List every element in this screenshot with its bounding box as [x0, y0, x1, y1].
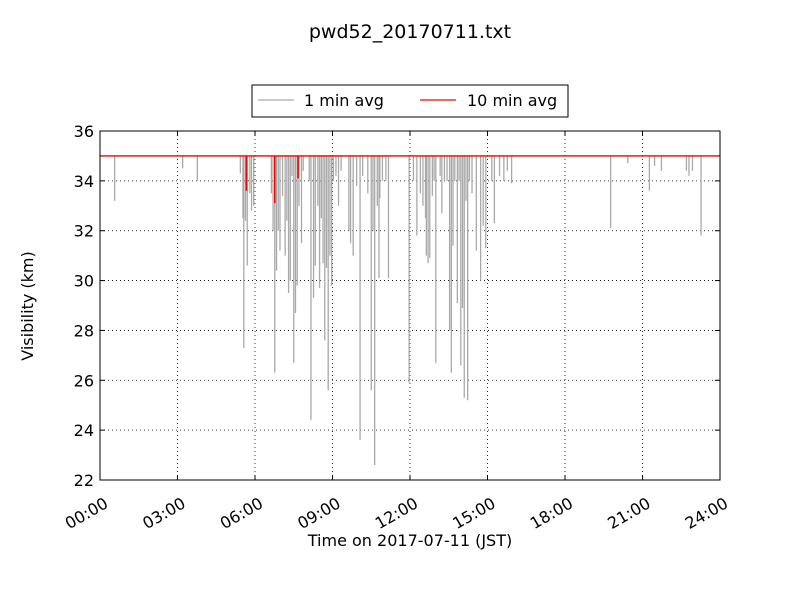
x-tick-label: 24:00	[682, 493, 731, 533]
x-tick-label: 00:00	[62, 493, 111, 533]
x-tick-label: 15:00	[449, 493, 498, 533]
y-tick-label: 32	[74, 222, 94, 241]
x-tick-label: 06:00	[217, 493, 266, 533]
series-group	[100, 155, 720, 466]
y-tick-label: 26	[74, 371, 94, 390]
x-axis-label: Time on 2017-07-11 (JST)	[307, 531, 512, 550]
plot-area	[100, 131, 720, 480]
x-tick-label: 18:00	[527, 493, 576, 533]
legend-box	[251, 84, 569, 118]
x-tick-label: 09:00	[294, 493, 343, 533]
y-tick-label: 34	[74, 172, 94, 191]
y-tick-label: 30	[74, 272, 94, 291]
y-axis-label: Visibility (km)	[18, 251, 37, 360]
y-tick-label: 28	[74, 321, 94, 340]
legend-label-1-min-avg: 1 min avg	[304, 91, 384, 110]
series-10-min-avg	[100, 155, 720, 204]
legend-label-10-min-avg: 10 min avg	[467, 91, 557, 110]
y-tick-label: 24	[74, 421, 94, 440]
x-tick-label: 03:00	[139, 493, 188, 533]
y-tick-label: 22	[74, 471, 94, 490]
y-tick-label: 36	[74, 122, 94, 141]
chart-title: pwd52_20170711.txt	[309, 21, 511, 43]
x-tick-label: 21:00	[604, 493, 653, 533]
x-tick-label: 12:00	[372, 493, 421, 533]
legend: 1 min avg 10 min avg	[251, 84, 569, 118]
grid	[100, 131, 720, 480]
